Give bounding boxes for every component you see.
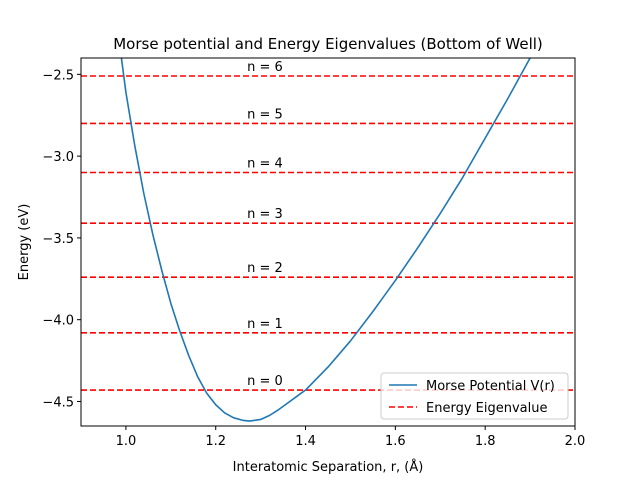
legend: Morse Potential V(r) Energy Eigenvalue — [380, 372, 569, 420]
y-tick-label: −4.0 — [42, 314, 74, 329]
morse-potential-line — [120, 58, 531, 422]
legend-label-morse: Morse Potential V(r) — [426, 379, 555, 394]
x-tick-label: 1.8 — [475, 434, 496, 449]
y-tick-label: −3.5 — [42, 232, 74, 247]
y-tick-label: −4.5 — [42, 395, 74, 410]
x-tick-label: 1.4 — [295, 434, 316, 449]
energy-level-label: n = 0 — [247, 374, 283, 389]
y-axis-label: Energy (eV) — [17, 204, 32, 281]
energy-level-labels: n = 0 n = 1 n = 2 n = 3 n = 4 n = 5 n = 6 — [247, 60, 283, 389]
y-axis-ticks: −4.5 −4.0 −3.5 −3.0 −2.5 — [42, 68, 81, 410]
x-axis-label: Interatomic Separation, r, (Å) — [233, 459, 424, 475]
energy-level-label: n = 3 — [247, 207, 283, 222]
energy-level-label: n = 5 — [247, 107, 283, 122]
y-tick-label: −3.0 — [42, 150, 74, 165]
x-tick-label: 1.2 — [205, 434, 226, 449]
x-tick-label: 1.6 — [385, 434, 406, 449]
legend-label-energy: Energy Eigenvalue — [426, 401, 547, 416]
x-axis-ticks: 1.0 1.2 1.4 1.6 1.8 2.0 — [116, 426, 586, 449]
curve-layer — [120, 58, 531, 422]
x-tick-label: 1.0 — [116, 434, 137, 449]
chart-title: Morse potential and Energy Eigenvalues (… — [113, 35, 543, 53]
y-tick-label: −2.5 — [42, 68, 74, 83]
plot-frame — [80, 57, 576, 427]
x-tick-label: 2.0 — [565, 434, 586, 449]
energy-levels — [81, 75, 575, 391]
energy-level-label: n = 4 — [247, 156, 283, 171]
energy-level-label: n = 2 — [247, 261, 283, 276]
legend-box — [380, 372, 569, 420]
energy-level-label: n = 1 — [247, 317, 283, 332]
energy-level-label: n = 6 — [247, 60, 283, 75]
